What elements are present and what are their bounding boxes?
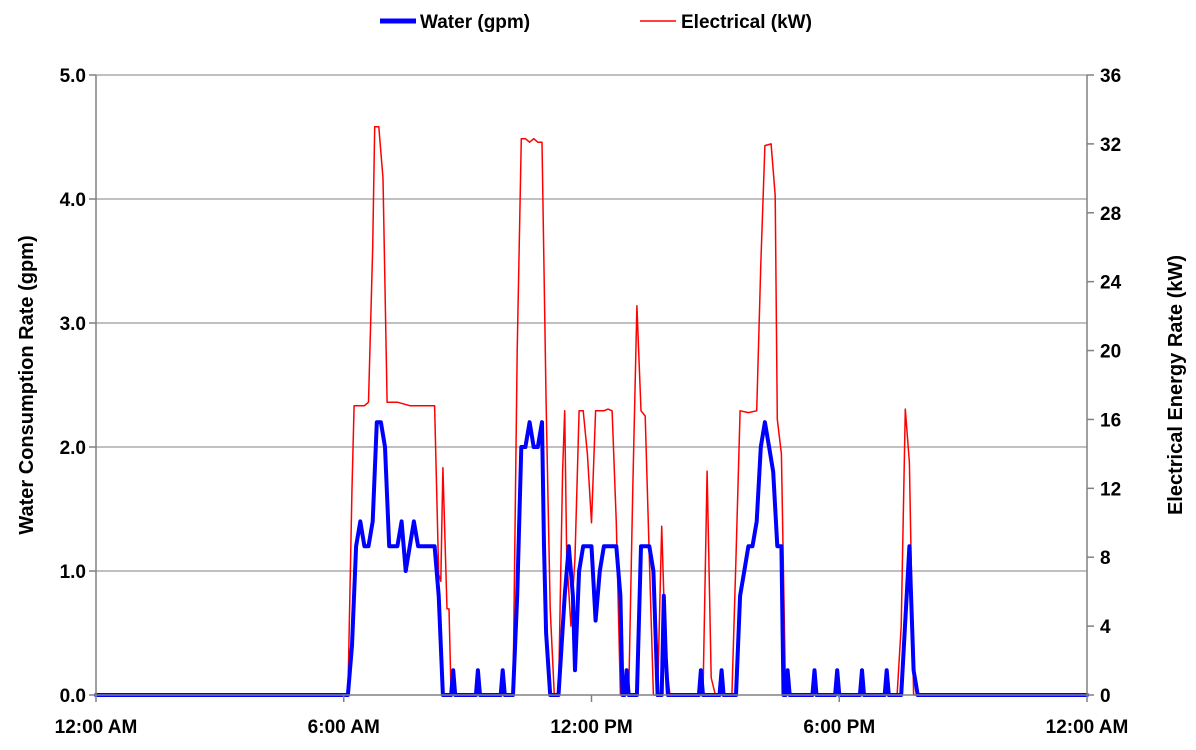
grid [96,74,1087,572]
y-left-tick-label-0: 0.0 [60,686,86,707]
x-tick-label-0: 12:00 AM [55,717,138,738]
y-left-axis-title: Water Consumption Rate (gpm) [16,235,38,534]
y-right-tick-label-8: 32 [1100,135,1121,156]
y-right-tick-label-3: 12 [1100,479,1121,500]
y-right-tick-label-0: 0 [1100,686,1111,707]
x-tick-label-3: 6:00 PM [803,717,875,738]
series-layer [94,125,1089,697]
y-right-tick-label-6: 24 [1100,273,1122,294]
legend-entry-electrical: Electrical (kW) [640,12,812,33]
x-tick-label-1: 6:00 AM [308,717,380,738]
y-right-tick-label-4: 16 [1100,410,1121,431]
y-right-tick-label-1: 4 [1100,617,1111,638]
y-right-tick-label-2: 8 [1100,548,1111,569]
series-line-water [94,420,1089,697]
y-right-axis-title: Electrical Energy Rate (kW) [1165,255,1187,515]
y-left-tick-label-2: 2.0 [60,438,86,459]
legend-entry-water: Water (gpm) [380,12,530,33]
x-tick-label-4: 12:00 AM [1046,717,1129,738]
y-left-tick-label-4: 4.0 [60,190,86,211]
y-left-tick-label-1: 1.0 [60,562,86,583]
legend: Water (gpm) Electrical (kW) [380,12,812,33]
y-right-tick-label-7: 28 [1100,204,1121,225]
series-line-electrical [95,125,1088,696]
x-tick-label-2: 12:00 PM [550,717,632,738]
y-right-tick-label-5: 20 [1100,342,1121,363]
legend-label-water: Water (gpm) [420,12,530,33]
y-left-tick-label-3: 3.0 [60,314,86,335]
y-left-tick-label-5: 5.0 [60,66,86,87]
legend-label-electrical: Electrical (kW) [681,12,812,33]
axes: 0.0 1.0 2.0 3.0 4.0 5.0 0 4 8 12 16 20 24 28 32 36 12:00… [55,66,1129,738]
y-right-tick-label-9: 36 [1100,66,1121,87]
